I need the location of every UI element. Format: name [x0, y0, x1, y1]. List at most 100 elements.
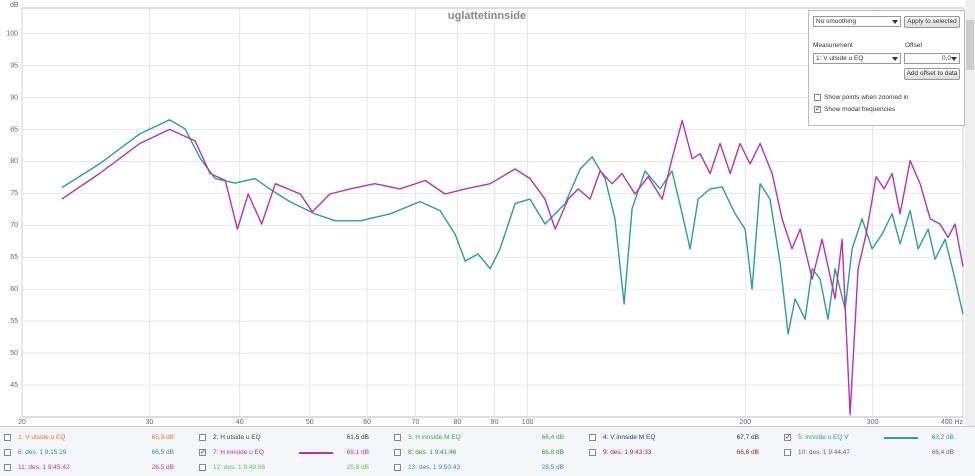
checkbox[interactable]	[784, 449, 791, 456]
measurement-item: 4: V innside M EQ 67,7 dB	[589, 431, 784, 445]
measurement-item: 12: des. 1 9:49:06 25,8 dB	[199, 461, 394, 475]
checkbox[interactable]	[394, 434, 401, 441]
chart-title: uglattetinnside	[448, 10, 526, 22]
y-tick-label: 55	[10, 318, 18, 325]
measurement-level: 66,4 dB	[541, 434, 564, 441]
y-tick-label: 50	[10, 350, 18, 357]
measurement-label: 2: H utside u EQ	[213, 434, 261, 441]
y-tick-label: 70	[10, 222, 18, 229]
x-tick-label: 20	[18, 419, 26, 426]
measurement-level: 66,6 dB	[736, 449, 759, 456]
y-tick-label: 80	[10, 158, 18, 165]
measurement-item: 13: des. 1 9:50:43 28,5 dB	[394, 461, 589, 475]
measurement-level: 66,8 dB	[541, 449, 564, 456]
measurement-level: 26,5 dB	[151, 464, 174, 471]
scrollbar[interactable]	[965, 0, 975, 426]
measurement-label: 6: des. 1 9:15:29	[18, 449, 67, 456]
checkbox[interactable]	[589, 449, 596, 456]
measurement-label: 1: V utside u EQ	[18, 434, 66, 441]
x-tick-label: 200	[739, 419, 751, 426]
option-label: Show modal frequencies	[824, 106, 896, 113]
add-offset-button[interactable]: Add offset to data	[904, 68, 960, 80]
y-tick-label: 85	[10, 126, 18, 133]
y-tick-label: 100	[6, 30, 18, 37]
measurement-item: 1: V utside u EQ 65,3 dB	[4, 431, 199, 445]
measurement-item: 2: H utside u EQ 61,5 dB	[199, 431, 394, 445]
checkbox[interactable]	[199, 434, 206, 441]
measurement-item: 6: des. 1 9:15:29 66,5 dB	[4, 446, 199, 460]
y-tick-label: 90	[10, 94, 18, 101]
x-tick-label: 300	[867, 419, 879, 426]
x-tick-label: 30	[145, 419, 153, 426]
x-tick-label: 90	[491, 419, 499, 426]
measurement-item: 10: des. 1 9:44:47 66,4 dB	[784, 446, 975, 460]
y-tick-label: 45	[10, 382, 18, 389]
series-line	[61, 119, 964, 416]
measurement-level: 25,8 dB	[346, 464, 369, 471]
checkbox[interactable]	[4, 449, 11, 456]
x-tick-label: 100	[522, 419, 534, 426]
measurement-item: ✓ 5: innside u EQ V 63,2 dB	[784, 431, 975, 445]
series-line	[61, 119, 964, 335]
measurement-item: 9: des. 1 9:43:33 66,6 dB	[589, 446, 784, 460]
measurement-item: 11: des. 1 9:45:42 26,5 dB	[4, 461, 199, 475]
scrollbar-thumb[interactable]	[966, 20, 974, 70]
measurement-label: 5: innside u EQ V	[798, 434, 849, 441]
offset-label: Offset	[905, 42, 923, 49]
line-swatch	[299, 452, 333, 454]
x-tick-label: 80	[454, 419, 462, 426]
option-label: Show points when zoomed in	[824, 94, 909, 101]
checkbox[interactable]	[4, 464, 11, 471]
measurement-label: 8: des. 1 9:41:46	[408, 449, 457, 456]
measurement-label: 4: V innside M EQ	[603, 434, 656, 441]
checkbox[interactable]	[394, 449, 401, 456]
measurement-item: ✓ 7: H innside u EQ 69,1 dB	[199, 446, 394, 460]
grid	[21, 8, 964, 417]
checkbox[interactable]: ✓	[784, 434, 791, 441]
measurement-label: 10: des. 1 9:44:47	[798, 449, 851, 456]
checkbox[interactable]: ✓	[199, 449, 206, 456]
y-tick-label: 75	[10, 190, 18, 197]
measurement-level: 67,7 dB	[736, 434, 759, 441]
checkbox[interactable]	[199, 464, 206, 471]
measurement-label: 11: des. 1 9:45:42	[18, 464, 70, 471]
y-axis-label: dB	[10, 2, 19, 9]
y-tick-label: 60	[10, 286, 18, 293]
measurement-level: 66,5 dB	[151, 449, 174, 456]
measurement-label: 12: des. 1 9:49:06	[213, 464, 266, 471]
measurement-label: 13: des. 1 9:50:43	[408, 464, 461, 471]
measurement-item: 3: H innside M EQ 66,4 dB	[394, 431, 589, 445]
checkbox[interactable]: ✓	[814, 106, 821, 113]
offset-input[interactable]: 0,0	[904, 53, 960, 64]
x-tick-label: 70	[412, 419, 420, 426]
chart: uglattetinnside dB 45 50 55 60 65 70 75 80 85 90 9…	[6, 0, 975, 426]
measurement-level: 69,1 dB	[346, 449, 369, 456]
checkbox[interactable]	[814, 94, 821, 101]
measurement-label: 3: H innside M EQ	[408, 434, 461, 441]
measurement-level: 61,5 dB	[346, 434, 369, 441]
measurement-item: 8: des. 1 9:41:46 66,8 dB	[394, 446, 589, 460]
y-tick-label: 95	[10, 62, 18, 69]
checkbox[interactable]	[394, 464, 401, 471]
y-tick-label: 65	[10, 254, 18, 261]
line-swatch	[884, 437, 918, 439]
measurement-level: 65,3 dB	[151, 434, 174, 441]
x-tick-label: 50	[306, 419, 314, 426]
apply-button[interactable]: Apply to selected	[904, 16, 960, 28]
measurement-dropdown[interactable]: 1: V utside u EQ	[813, 53, 901, 64]
x-tick-label: 40	[236, 419, 244, 426]
plot-area	[21, 7, 964, 418]
measurement-label: 9: des. 1 9:43:33	[603, 449, 652, 456]
measurement-label: Measurement	[813, 42, 853, 49]
measurement-label: 7: H innside u EQ	[213, 449, 264, 456]
checkbox[interactable]	[4, 434, 11, 441]
measurement-level: 63,2 dB	[931, 434, 954, 441]
measurement-list: 1: V utside u EQ 65,3 dB 2: H utside u EQ 6…	[0, 426, 975, 476]
control-panel: No smoothing Apply to selected Measureme…	[808, 10, 965, 126]
checkbox[interactable]	[589, 434, 596, 441]
smoothing-dropdown[interactable]: No smoothing	[813, 16, 901, 27]
measurement-level: 66,4 dB	[931, 449, 954, 456]
measurement-level: 28,5 dB	[541, 464, 564, 471]
x-tick-label: 400 Hz	[941, 419, 964, 426]
